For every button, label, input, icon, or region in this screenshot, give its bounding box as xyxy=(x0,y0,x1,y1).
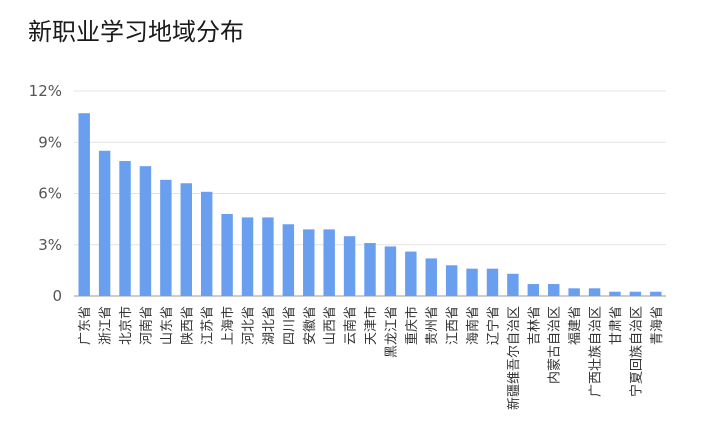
x-tick-label: 宁夏回族自治区 xyxy=(628,306,644,397)
y-tick-label: 12% xyxy=(29,82,62,100)
bar-27 xyxy=(629,291,642,296)
bar-15 xyxy=(384,246,397,296)
bar-18 xyxy=(445,265,458,296)
x-tick-label: 新疆维吾尔自治区 xyxy=(506,306,522,410)
bar-23 xyxy=(548,284,560,296)
bar-4 xyxy=(160,179,172,296)
bar-22 xyxy=(527,284,540,296)
x-tick-label: 吉林省 xyxy=(527,306,542,345)
x-tick-label: 贵州省 xyxy=(425,306,440,345)
x-tick-label: 安徽省 xyxy=(303,306,318,345)
bar-8 xyxy=(241,217,254,296)
bar-9 xyxy=(262,217,274,296)
x-tick-label: 江苏省 xyxy=(200,306,216,345)
x-tick-label: 广东省 xyxy=(78,306,93,345)
x-tick-label: 海南省 xyxy=(465,306,481,345)
x-tick-label: 云南省 xyxy=(343,306,359,345)
x-tick-label: 天津市 xyxy=(363,306,379,345)
x-tick-label: 山东省 xyxy=(160,306,175,345)
y-tick-label: 6% xyxy=(38,185,62,203)
x-tick-label: 上海市 xyxy=(220,306,236,345)
x-tick-label: 浙江省 xyxy=(99,306,114,345)
bar-17 xyxy=(425,258,437,296)
x-tick-label: 甘肃省 xyxy=(609,306,624,345)
bar-7 xyxy=(221,214,233,296)
x-tick-label: 黑龙江省 xyxy=(384,306,399,358)
x-tick-label: 江西省 xyxy=(446,306,461,345)
x-tick-label: 辽宁省 xyxy=(485,306,501,345)
bar-20 xyxy=(486,268,499,296)
bar-3 xyxy=(139,166,152,296)
x-tick-label: 山西省 xyxy=(323,306,338,345)
bar-28 xyxy=(650,291,662,296)
bar-11 xyxy=(303,229,315,296)
y-tick-label: 0 xyxy=(52,287,62,305)
bar-25 xyxy=(588,288,601,296)
x-tick-label: 湖北省 xyxy=(262,306,277,345)
y-tick-label: 9% xyxy=(38,133,62,151)
bar-6 xyxy=(200,191,213,296)
bar-16 xyxy=(405,251,417,296)
bar-12 xyxy=(323,229,335,296)
x-tick-label: 内蒙古自治区 xyxy=(547,306,563,384)
chart-title: 新职业学习地域分布 xyxy=(28,18,244,46)
x-tick-label: 陕西省 xyxy=(180,306,195,345)
x-tick-label: 福建省 xyxy=(568,306,583,345)
x-tick-label: 河南省 xyxy=(138,306,154,345)
x-tick-label: 北京市 xyxy=(118,306,134,345)
bar-24 xyxy=(568,288,580,296)
x-tick-label: 河北省 xyxy=(242,306,257,345)
bar-2 xyxy=(119,161,131,296)
bar-19 xyxy=(466,268,478,296)
bar-26 xyxy=(609,291,621,296)
bar-5 xyxy=(180,183,192,296)
bar-0 xyxy=(78,113,90,296)
x-tick-label: 重庆市 xyxy=(404,306,420,345)
y-tick-label: 3% xyxy=(38,236,62,254)
x-tick-label: 四川省 xyxy=(282,306,297,345)
x-tick-label: 广西壮族自治区 xyxy=(588,306,604,397)
x-tick-label: 青海省 xyxy=(650,306,665,345)
bar-14 xyxy=(364,243,376,296)
bar-1 xyxy=(98,150,111,296)
bar-10 xyxy=(282,224,295,296)
bar-13 xyxy=(343,236,356,296)
bar-21 xyxy=(507,273,519,296)
